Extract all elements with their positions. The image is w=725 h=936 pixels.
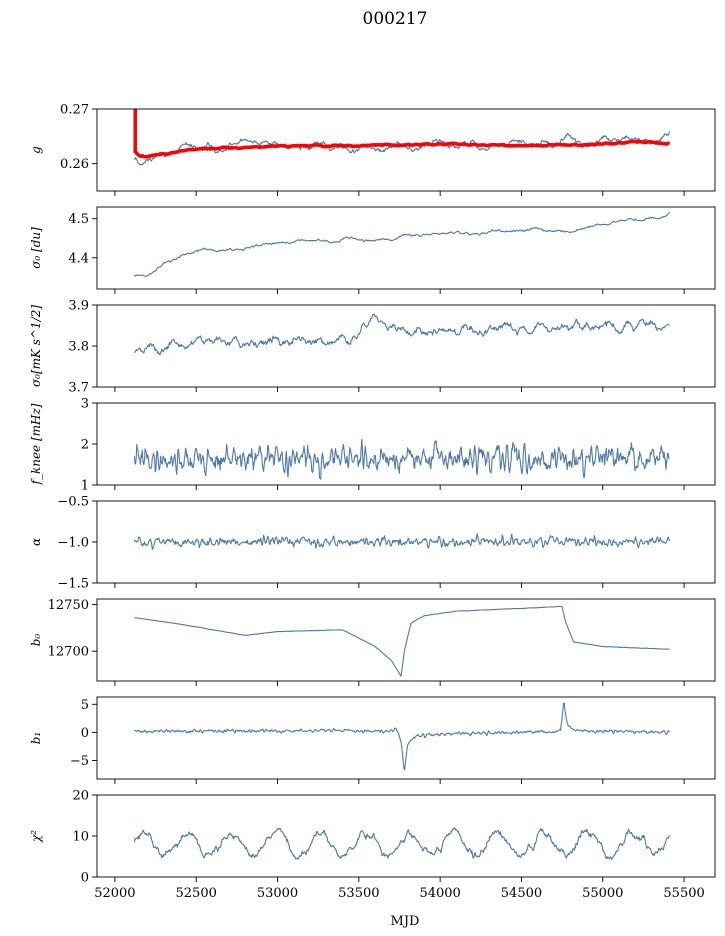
y-tick-label-chi2-0: 0 <box>81 871 89 886</box>
panel-b0-series <box>134 605 670 677</box>
y-tick-label-g-1: 0.27 <box>60 103 89 118</box>
panel-fknee: 1 2 3 f_knee [mHz] <box>29 397 716 494</box>
y-axis-label-chi2: χ² <box>29 830 43 843</box>
panel-b1: −5 0 5 b₁ <box>29 696 716 784</box>
y-tick-label-chi2-2: 20 <box>72 789 89 804</box>
x-tick-label-1: 52500 <box>176 886 217 901</box>
panels: 0.26 0.27 g 4.4 4.5 σ₀ [du] 3.7 3.8 3.9 σ₀[mK s^1… <box>29 103 716 901</box>
panel-g-series <box>133 109 671 166</box>
y-axis-label-g: g <box>29 146 43 154</box>
y-tick-label-sigma0-mk-1: 3.8 <box>68 340 89 355</box>
x-tick-label-7: 55500 <box>663 886 704 901</box>
figure-title: 000217 <box>363 9 428 29</box>
y-tick-label-sigma0-mk-0: 3.7 <box>68 381 89 396</box>
y-tick-label-chi2-1: 10 <box>72 830 89 845</box>
panel-fknee-frame <box>96 402 716 486</box>
y-tick-label-b0-0: 12700 <box>48 645 89 660</box>
series-line-sigma0-du-0 <box>133 211 670 278</box>
y-tick-label-sigma0-du-1: 4.5 <box>68 212 89 227</box>
panel-sigma0-du-series <box>133 211 670 278</box>
x-tick-label-6: 55000 <box>582 886 623 901</box>
x-axis-label: MJD <box>391 914 420 929</box>
y-axis-label-sigma0-du: σ₀ [du] <box>29 227 43 269</box>
series-line-alpha-0 <box>133 533 671 550</box>
panel-chi2-series <box>133 827 670 861</box>
panel-g: 0.26 0.27 g <box>29 103 716 196</box>
panel-b1-series <box>133 702 670 771</box>
x-tick-label-4: 54000 <box>419 886 460 901</box>
panel-g-frame <box>96 108 716 192</box>
y-tick-label-fknee-1: 2 <box>81 438 89 453</box>
panel-alpha-series <box>133 533 671 550</box>
panel-b1-frame <box>96 696 716 780</box>
series-line-chi2-0 <box>133 827 670 861</box>
panel-sigma0-mk-series <box>133 313 670 356</box>
panel-sigma0-mk-frame <box>96 304 716 388</box>
y-tick-label-b1-1: 0 <box>81 726 89 741</box>
panel-sigma0-du-frame <box>96 206 716 290</box>
y-tick-label-fknee-0: 1 <box>81 479 89 494</box>
y-tick-label-fknee-2: 3 <box>81 397 89 412</box>
y-tick-label-sigma0-du-0: 4.4 <box>68 251 89 266</box>
panel-sigma0-mk: 3.7 3.8 3.9 σ₀[mK s^1/2] <box>29 299 716 396</box>
y-tick-label-b1-0: −5 <box>70 754 89 769</box>
series-line-b1-0 <box>133 702 670 771</box>
y-tick-label-b1-2: 5 <box>81 698 89 713</box>
y-tick-label-sigma0-mk-2: 3.9 <box>68 299 89 314</box>
panel-b0: 12700 12750 b₀ <box>29 598 716 686</box>
y-axis-label-sigma0-mk: σ₀[mK s^1/2] <box>29 305 43 387</box>
y-axis-label-b1: b₁ <box>29 732 43 745</box>
series-line-fknee-0 <box>133 438 670 480</box>
y-axis-label-fknee: f_knee [mHz] <box>29 403 43 485</box>
x-tick-label-5: 54500 <box>501 886 542 901</box>
x-tick-label-0: 52000 <box>94 886 135 901</box>
panel-chi2: 0 10 20 χ² <box>29 789 716 886</box>
y-tick-label-alpha-1: −1.0 <box>57 536 89 551</box>
y-axis-label-b0: b₀ <box>29 634 43 647</box>
y-axis-label-alpha: α <box>29 538 43 546</box>
panel-fknee-series <box>133 438 670 480</box>
y-tick-label-b0-1: 12750 <box>48 598 89 613</box>
x-tick-label-3: 53500 <box>338 886 379 901</box>
x-tick-label-2: 53000 <box>257 886 298 901</box>
panel-alpha: −1.5 −1.0 −0.5 α <box>29 495 716 592</box>
panel-b0-frame <box>96 598 716 682</box>
y-tick-label-alpha-0: −1.5 <box>57 577 89 592</box>
series-line-b0-0 <box>134 605 670 677</box>
series-line-g-1 <box>133 139 671 159</box>
panel-sigma0-du: 4.4 4.5 σ₀ [du] <box>29 206 716 294</box>
series-line-sigma0-mk-0 <box>133 313 670 356</box>
y-tick-label-alpha-2: −0.5 <box>57 495 89 510</box>
y-tick-label-g-0: 0.26 <box>60 157 89 172</box>
